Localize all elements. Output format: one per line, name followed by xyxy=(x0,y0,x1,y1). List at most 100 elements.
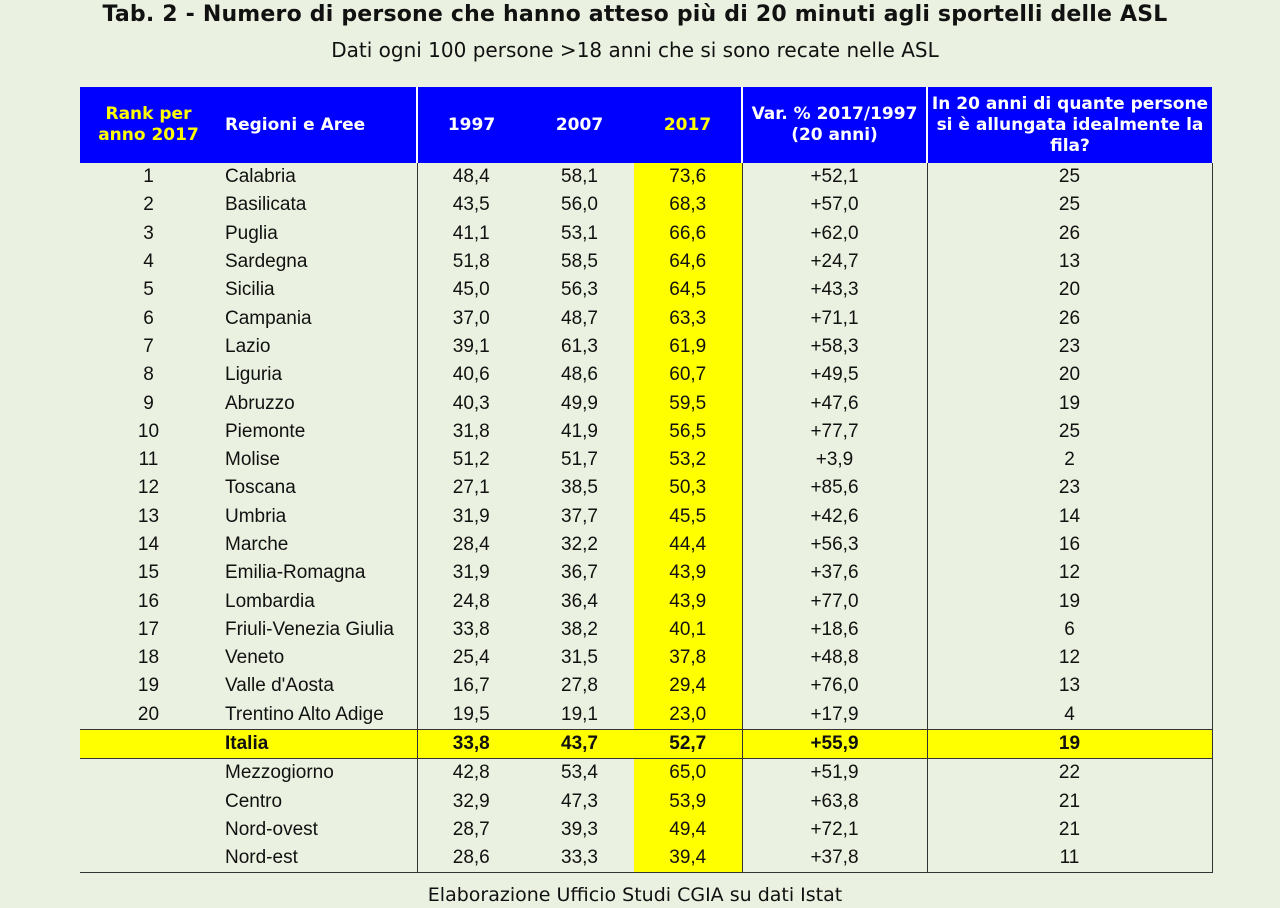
cell-rank: 12 xyxy=(137,477,160,499)
cell-rank xyxy=(80,759,217,788)
cell-2007: 56,0 xyxy=(561,194,598,216)
cell-rank: 1 xyxy=(143,166,154,188)
cell-queue: 21 xyxy=(927,815,1213,845)
cell-2007: 61,3 xyxy=(561,335,598,357)
cell-1997: 27,1 xyxy=(452,477,490,499)
cell-variation: +49,5 xyxy=(742,361,928,390)
table-row: 9 Abruzzo 40,3 49,9 59,5 +47,6 19 xyxy=(80,389,1213,418)
cell-2007: 53,1 xyxy=(561,222,598,244)
cell-region: Lombardia xyxy=(217,587,418,616)
cell-queue: 16 xyxy=(927,530,1213,560)
cell-queue: 20 xyxy=(927,276,1213,305)
cell-region: Lazio xyxy=(217,332,418,362)
cell-2017: 23,0 xyxy=(634,700,743,730)
cell-queue: 26 xyxy=(927,304,1213,333)
cell-queue: 19 xyxy=(927,728,1213,760)
cell-region: Liguria xyxy=(217,361,418,390)
cell-region: Umbria xyxy=(217,502,418,531)
cell-1997: 25,4 xyxy=(452,647,490,669)
cell-1997: 31,8 xyxy=(452,420,490,442)
table-row: 7 Lazio 39,1 61,3 61,9 +58,3 23 xyxy=(80,332,1213,362)
cell-rank: 10 xyxy=(137,420,160,442)
header-row: Rank per anno 2017 Regioni e Aree 1997 2… xyxy=(80,87,1212,163)
table-row: 18 Veneto 25,4 31,5 37,8 +48,8 12 xyxy=(80,644,1213,673)
cell-rank: 15 xyxy=(137,562,160,584)
cell-2007: 27,8 xyxy=(561,675,598,697)
cell-queue: 14 xyxy=(927,502,1213,531)
cell-variation: +37,6 xyxy=(742,559,928,588)
cell-queue: 12 xyxy=(927,644,1213,673)
cell-2017: 45,5 xyxy=(634,502,743,531)
cell-variation: +18,6 xyxy=(742,615,928,645)
cell-region: Centro xyxy=(217,787,418,816)
cell-2007: 58,1 xyxy=(561,166,598,188)
table-row: 14 Marche 28,4 32,2 44,4 +56,3 16 xyxy=(80,530,1213,560)
cell-region: Campania xyxy=(217,304,418,333)
cell-2017: 40,1 xyxy=(634,615,743,645)
cell-rank: 4 xyxy=(143,251,154,273)
cell-1997: 39,1 xyxy=(452,335,490,357)
cell-queue: 25 xyxy=(927,191,1213,220)
cell-1997: 41,1 xyxy=(452,222,490,244)
cell-variation: +51,9 xyxy=(742,758,928,788)
cell-1997: 28,7 xyxy=(452,818,490,840)
header-2007: 2007 xyxy=(525,87,634,163)
cell-rank xyxy=(80,844,217,874)
cell-queue: 19 xyxy=(927,389,1213,418)
table-row: 16 Lombardia 24,8 36,4 43,9 +77,0 19 xyxy=(80,587,1213,616)
header-2017: 2017 xyxy=(634,87,743,163)
header-variation: Var. % 2017/1997 (20 anni) xyxy=(742,87,928,163)
header-region: Regioni e Aree xyxy=(217,87,418,163)
cell-2007: 48,6 xyxy=(561,364,598,386)
cell-1997: 31,9 xyxy=(452,505,490,527)
data-table: Rank per anno 2017 Regioni e Aree 1997 2… xyxy=(80,87,1213,874)
cell-variation: +77,7 xyxy=(742,417,928,446)
cell-queue: 21 xyxy=(927,787,1213,816)
cell-rank: 6 xyxy=(143,307,154,329)
cell-2007: 51,7 xyxy=(561,449,598,471)
cell-1997: 24,8 xyxy=(452,590,490,612)
cell-1997: 43,5 xyxy=(452,194,490,216)
cell-variation: +56,3 xyxy=(742,530,928,560)
cell-2007: 38,2 xyxy=(561,618,598,640)
cell-queue: 23 xyxy=(927,332,1213,362)
cell-rank: 16 xyxy=(137,590,160,612)
cell-2007: 48,7 xyxy=(561,307,598,329)
cell-2017: 63,3 xyxy=(634,304,743,333)
cell-queue: 11 xyxy=(927,844,1213,874)
cell-1997: 33,8 xyxy=(417,728,525,760)
cell-queue: 25 xyxy=(927,163,1213,192)
header-queue: In 20 anni di quante persone si è allung… xyxy=(927,87,1212,163)
table-row: 12 Toscana 27,1 38,5 50,3 +85,6 23 xyxy=(80,474,1213,503)
cell-variation: +52,1 xyxy=(742,163,928,192)
table-row: 5 Sicilia 45,0 56,3 64,5 +43,3 20 xyxy=(80,276,1213,305)
area-row: Centro 32,9 47,3 53,9 +63,8 21 xyxy=(80,787,1213,816)
cell-variation: +63,8 xyxy=(742,787,928,816)
cell-variation: +3,9 xyxy=(742,445,928,475)
cell-rank: 2 xyxy=(143,194,154,216)
cell-rank xyxy=(80,728,217,760)
cell-2007: 37,7 xyxy=(561,505,598,527)
cell-rank xyxy=(80,788,217,816)
cell-region: Valle d'Aosta xyxy=(217,672,418,701)
cell-2017: 53,9 xyxy=(634,787,743,816)
cell-variation: +55,9 xyxy=(742,728,928,760)
cell-1997: 33,8 xyxy=(452,618,490,640)
cell-2017: 73,6 xyxy=(634,163,743,192)
cell-2017: 52,7 xyxy=(634,728,743,760)
cell-2017: 60,7 xyxy=(634,361,743,390)
cell-2007: 36,4 xyxy=(561,590,598,612)
table-title: Tab. 2 - Numero di persone che hanno att… xyxy=(102,2,1168,27)
cell-rank: 11 xyxy=(138,449,159,471)
cell-1997: 45,0 xyxy=(452,279,490,301)
cell-2007: 41,9 xyxy=(561,420,598,442)
cell-2017: 39,4 xyxy=(634,844,743,874)
cell-1997: 19,5 xyxy=(452,703,490,725)
cell-region: Basilicata xyxy=(217,191,418,220)
cell-region: Molise xyxy=(217,445,418,475)
cell-queue: 26 xyxy=(927,219,1213,248)
area-row: Nord-ovest 28,7 39,3 49,4 +72,1 21 xyxy=(80,815,1213,845)
table-row: 13 Umbria 31,9 37,7 45,5 +42,6 14 xyxy=(80,502,1213,531)
cell-2007: 33,3 xyxy=(525,844,634,874)
cell-region: Friuli-Venezia Giulia xyxy=(217,615,418,645)
